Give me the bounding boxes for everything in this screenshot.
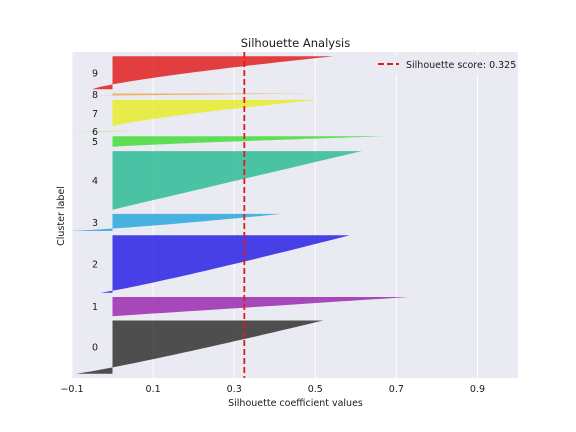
cluster-3-silhouette (67, 213, 281, 231)
x-tick-label: 0.3 (227, 384, 242, 395)
cluster-8-silhouette (96, 93, 310, 96)
cluster-label: 4 (92, 176, 98, 187)
cluster-2-silhouette (100, 235, 350, 293)
cluster-label: 8 (92, 90, 98, 101)
x-tick-label: 0.5 (308, 384, 323, 395)
cluster-0-silhouette (76, 320, 324, 374)
x-axis-label: Silhouette coefficient values (228, 398, 363, 409)
x-tick-labels: −0.1 0.1 0.3 0.5 0.7 0.9 (60, 384, 485, 395)
chart-title: Silhouette Analysis (241, 36, 351, 50)
x-tick-label: 0.7 (389, 384, 404, 395)
y-axis-label: Cluster label (56, 186, 67, 246)
cluster-label: 9 (92, 68, 98, 79)
cluster-label: 6 (92, 127, 98, 138)
legend-label: Silhouette score: 0.325 (406, 60, 516, 71)
x-tick-label: −0.1 (60, 384, 83, 395)
cluster-labels: 0 1 2 3 4 56 7 8 9 (92, 68, 98, 353)
cluster-7-silhouette (112, 99, 318, 127)
cluster-label: 3 (92, 218, 98, 229)
cluster-label: 0 (92, 343, 98, 354)
cluster-silhouettes (67, 56, 409, 374)
x-tick-label: 0.1 (146, 384, 161, 395)
legend-box (372, 55, 512, 74)
x-tick-label: 0.9 (470, 384, 485, 395)
cluster-label: 7 (92, 109, 98, 120)
cluster-4-silhouette (112, 151, 362, 210)
cluster-1-silhouette (112, 297, 409, 317)
cluster-label: 1 (92, 302, 98, 313)
cluster-label: 5 (92, 137, 98, 148)
cluster-9-silhouette (92, 56, 334, 90)
legend: Silhouette score: 0.325 (372, 55, 516, 74)
cluster-6-silhouette (72, 130, 137, 132)
cluster-5-silhouette (112, 136, 389, 147)
cluster-label: 2 (92, 260, 98, 271)
